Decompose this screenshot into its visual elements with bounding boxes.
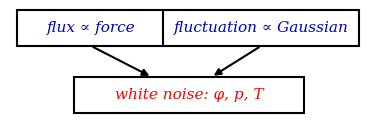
FancyBboxPatch shape (163, 10, 359, 46)
FancyBboxPatch shape (17, 10, 165, 46)
FancyArrowPatch shape (215, 47, 259, 74)
Text: white noise: φ, p, T: white noise: φ, p, T (115, 88, 263, 102)
FancyArrowPatch shape (93, 47, 147, 75)
Text: flux ∝ force: flux ∝ force (46, 21, 135, 35)
FancyBboxPatch shape (74, 77, 304, 113)
Text: fluctuation ∝ Gaussian: fluctuation ∝ Gaussian (174, 21, 349, 35)
